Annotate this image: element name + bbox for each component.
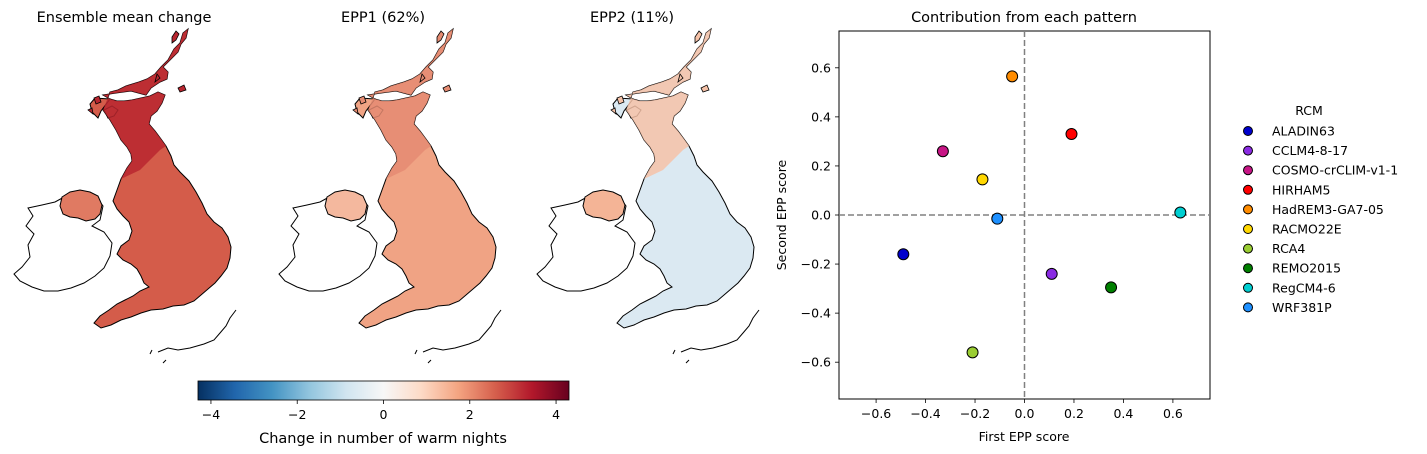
y-tick-label: 0.4 [811, 109, 831, 124]
legend-label: HadREM3-GA7-05 [1272, 202, 1384, 217]
scotland-region [103, 29, 188, 179]
legend-entry: RCA4 [1243, 241, 1305, 256]
legend-entry: CCLM4-8-17 [1243, 143, 1348, 158]
point-hadrem3-ga7-05 [1006, 70, 1019, 83]
colorbar-label: Change in number of warm nights [259, 431, 507, 447]
legend-entry: HadREM3-GA7-05 [1243, 202, 1384, 217]
x-tick-label: 0.4 [1113, 406, 1133, 421]
scotland-region [626, 29, 711, 179]
legend-label: CCLM4-8-17 [1272, 143, 1348, 158]
x-tick-label: −0.6 [861, 406, 891, 421]
legend-entry: ALADIN63 [1243, 124, 1335, 139]
legend-marker [1243, 243, 1253, 254]
legend-entry: COSMO-crCLIM-v1-1 [1243, 163, 1398, 178]
legend-marker [1243, 224, 1253, 234]
point-cclm4-8-17 [1045, 267, 1058, 280]
point-rca4 [966, 346, 979, 359]
legend-marker [1243, 204, 1253, 215]
y-tick-label: 0.6 [811, 60, 831, 75]
colorbar-tick-label: 4 [552, 407, 560, 422]
point-aladin63 [897, 248, 910, 261]
uk-map: Ensemble mean change [13, 10, 237, 364]
legend-entry: RACMO22E [1243, 222, 1342, 237]
point-wrf381p [991, 212, 1004, 225]
y-tick-label: −0.2 [801, 257, 831, 272]
map-title: EPP1 (62%) [341, 10, 425, 26]
legend-title: RCM [1295, 103, 1323, 118]
legend: RCM ALADIN63 CCLM4-8-17 COSMO-crCLIM-v1-1 H… [1243, 103, 1398, 315]
colorbar-tick-label: 2 [466, 407, 474, 422]
legend-marker [1243, 165, 1253, 176]
legend-marker [1243, 145, 1253, 156]
northern-ireland-region [59, 189, 103, 222]
point-cosmo-crclim-v1-1 [936, 145, 949, 158]
point-remo2015 [1105, 281, 1118, 294]
legend-label: REMO2015 [1272, 261, 1341, 276]
france-coastline [157, 309, 237, 353]
legend-entry: WRF381P [1243, 300, 1332, 315]
y-axis-label: Second EPP score [774, 159, 789, 270]
channel-islands [149, 349, 167, 364]
france-coastline [680, 309, 760, 353]
legend-label: HIRHAM5 [1272, 182, 1330, 197]
legend-label: ALADIN63 [1272, 124, 1335, 139]
islands [87, 30, 187, 115]
x-axis-label: First EPP score [979, 429, 1070, 444]
point-regcm4-6 [1174, 206, 1187, 219]
scatter-title: Contribution from each pattern [911, 10, 1137, 26]
colorbar-tick-label: −4 [202, 407, 220, 422]
islands [352, 30, 452, 115]
colorbar-tick-label: −2 [288, 407, 306, 422]
scatter-panel: Contribution from each pattern −0.6 −0.4 −… [774, 10, 1211, 444]
legend-entry: HIRHAM5 [1243, 182, 1330, 197]
legend-label: COSMO-crCLIM-v1-1 [1272, 163, 1398, 178]
map-title: EPP2 (11%) [590, 10, 674, 26]
point-racmo22e [976, 173, 989, 186]
legend-label: RACMO22E [1272, 222, 1342, 237]
y-tick-label: −0.4 [801, 306, 831, 321]
legend-entry: RegCM4-6 [1243, 280, 1336, 295]
legend-label: RCA4 [1272, 241, 1305, 256]
legend-label: WRF381P [1272, 300, 1332, 315]
map-title: Ensemble mean change [37, 10, 212, 26]
colorbar-gradient [197, 380, 570, 401]
colorbar: −4 −2 0 2 4 Change in number of warm nights [197, 380, 570, 447]
point-hirham5 [1065, 128, 1078, 141]
x-tick-label: −0.2 [960, 406, 990, 421]
maps-panel: Ensemble mean change EPP1 (62%) EPP2 (11… [13, 10, 760, 364]
legend-marker [1243, 263, 1253, 274]
y-tick-label: −0.6 [801, 355, 831, 370]
channel-islands [414, 349, 432, 364]
colorbar-tick-label: 0 [380, 407, 388, 422]
legend-label: RegCM4-6 [1272, 280, 1336, 295]
legend-marker [1243, 282, 1253, 293]
uk-map: EPP2 (11%) [536, 10, 760, 364]
legend-marker [1243, 302, 1253, 313]
x-tick-label: 0.2 [1064, 406, 1084, 421]
france-coastline [422, 309, 502, 353]
x-tick-label: 0.0 [1015, 406, 1035, 421]
legend-marker [1243, 184, 1253, 195]
scotland-region [368, 29, 453, 179]
northern-ireland-region [324, 189, 368, 222]
y-tick-label: 0.0 [811, 208, 831, 223]
islands [610, 30, 710, 115]
x-tick-label: 0.6 [1163, 406, 1183, 421]
y-tick-label: 0.2 [811, 158, 831, 173]
channel-islands [672, 349, 690, 364]
uk-map: EPP1 (62%) [278, 10, 502, 364]
x-tick-label: −0.4 [910, 406, 940, 421]
legend-marker [1243, 126, 1253, 136]
legend-entry: REMO2015 [1243, 261, 1341, 276]
northern-ireland-region [582, 189, 626, 222]
